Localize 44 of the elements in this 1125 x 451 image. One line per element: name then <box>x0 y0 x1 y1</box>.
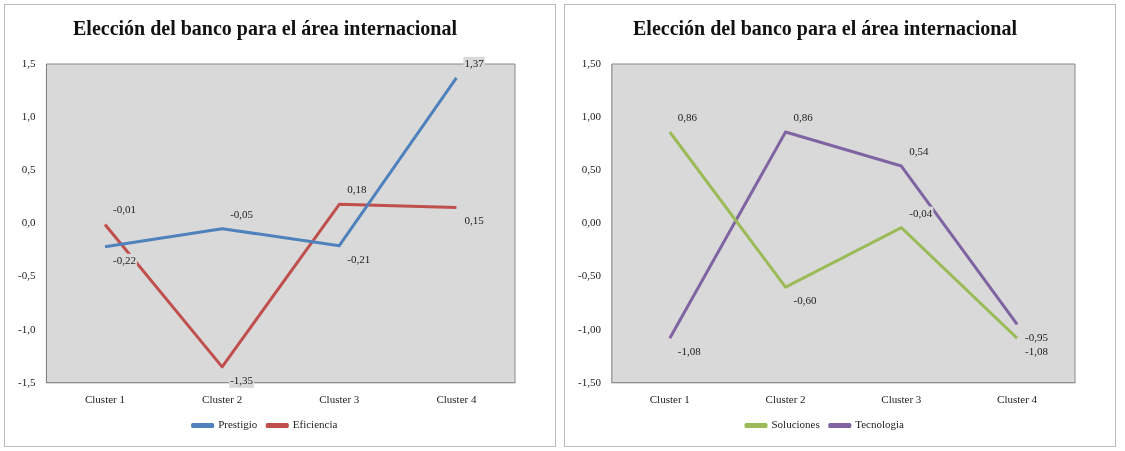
y-tick-label: 0,5 <box>21 163 36 176</box>
data-label: 0,86 <box>793 110 814 123</box>
legend-label: Tecnologia <box>855 418 905 431</box>
legend-label: Soluciones <box>771 418 820 431</box>
data-label: 0,18 <box>347 183 368 196</box>
data-label: -0,22 <box>112 253 136 266</box>
y-tick-label: 1,5 <box>21 56 36 69</box>
x-tick-label: Cluster 3 <box>319 393 360 406</box>
data-label: -1,08 <box>1025 345 1049 358</box>
x-tick-label: Cluster 1 <box>649 393 690 406</box>
data-label: 0,54 <box>909 144 930 157</box>
legend-label: Eficiencia <box>292 418 338 431</box>
x-tick-label: Cluster 2 <box>202 393 243 406</box>
data-label: 1,37 <box>464 56 485 69</box>
x-tick-label: Cluster 4 <box>436 393 477 406</box>
y-tick-label: -1,50 <box>577 375 602 388</box>
data-label: -0,04 <box>909 206 933 219</box>
chart-title: Elección del banco para el área internacional <box>72 17 458 41</box>
y-tick-label: -1,5 <box>17 375 36 388</box>
data-label: 0,86 <box>677 110 698 123</box>
y-tick-label: 1,50 <box>581 56 602 69</box>
y-tick-label: 0,0 <box>21 216 36 229</box>
y-tick-label: -1,00 <box>577 322 602 335</box>
y-tick-label: 0,50 <box>581 163 602 176</box>
x-tick-label: Cluster 1 <box>84 393 125 406</box>
y-tick-label: -1,0 <box>17 322 36 335</box>
y-tick-label: 0,00 <box>581 216 602 229</box>
data-label: -0,95 <box>1025 331 1049 344</box>
legend-label: Prestigio <box>218 418 258 431</box>
x-tick-label: Cluster 4 <box>997 393 1038 406</box>
y-tick-label: 1,0 <box>21 110 36 123</box>
data-label: -1,08 <box>677 345 702 358</box>
x-tick-label: Cluster 2 <box>765 393 806 406</box>
y-tick-label: 1,00 <box>581 110 602 123</box>
data-label: -1,35 <box>230 373 254 386</box>
y-tick-label: -0,5 <box>17 269 36 282</box>
data-label: -0,60 <box>793 294 817 307</box>
data-label: 0,15 <box>464 214 485 227</box>
chart-title: Elección del banco para el área internacional <box>632 17 1018 41</box>
y-tick-label: -0,50 <box>577 269 602 282</box>
x-tick-label: Cluster 3 <box>881 393 922 406</box>
data-label: -0,21 <box>347 252 371 265</box>
data-label: -0,05 <box>230 207 254 220</box>
data-label: -0,01 <box>112 203 136 216</box>
